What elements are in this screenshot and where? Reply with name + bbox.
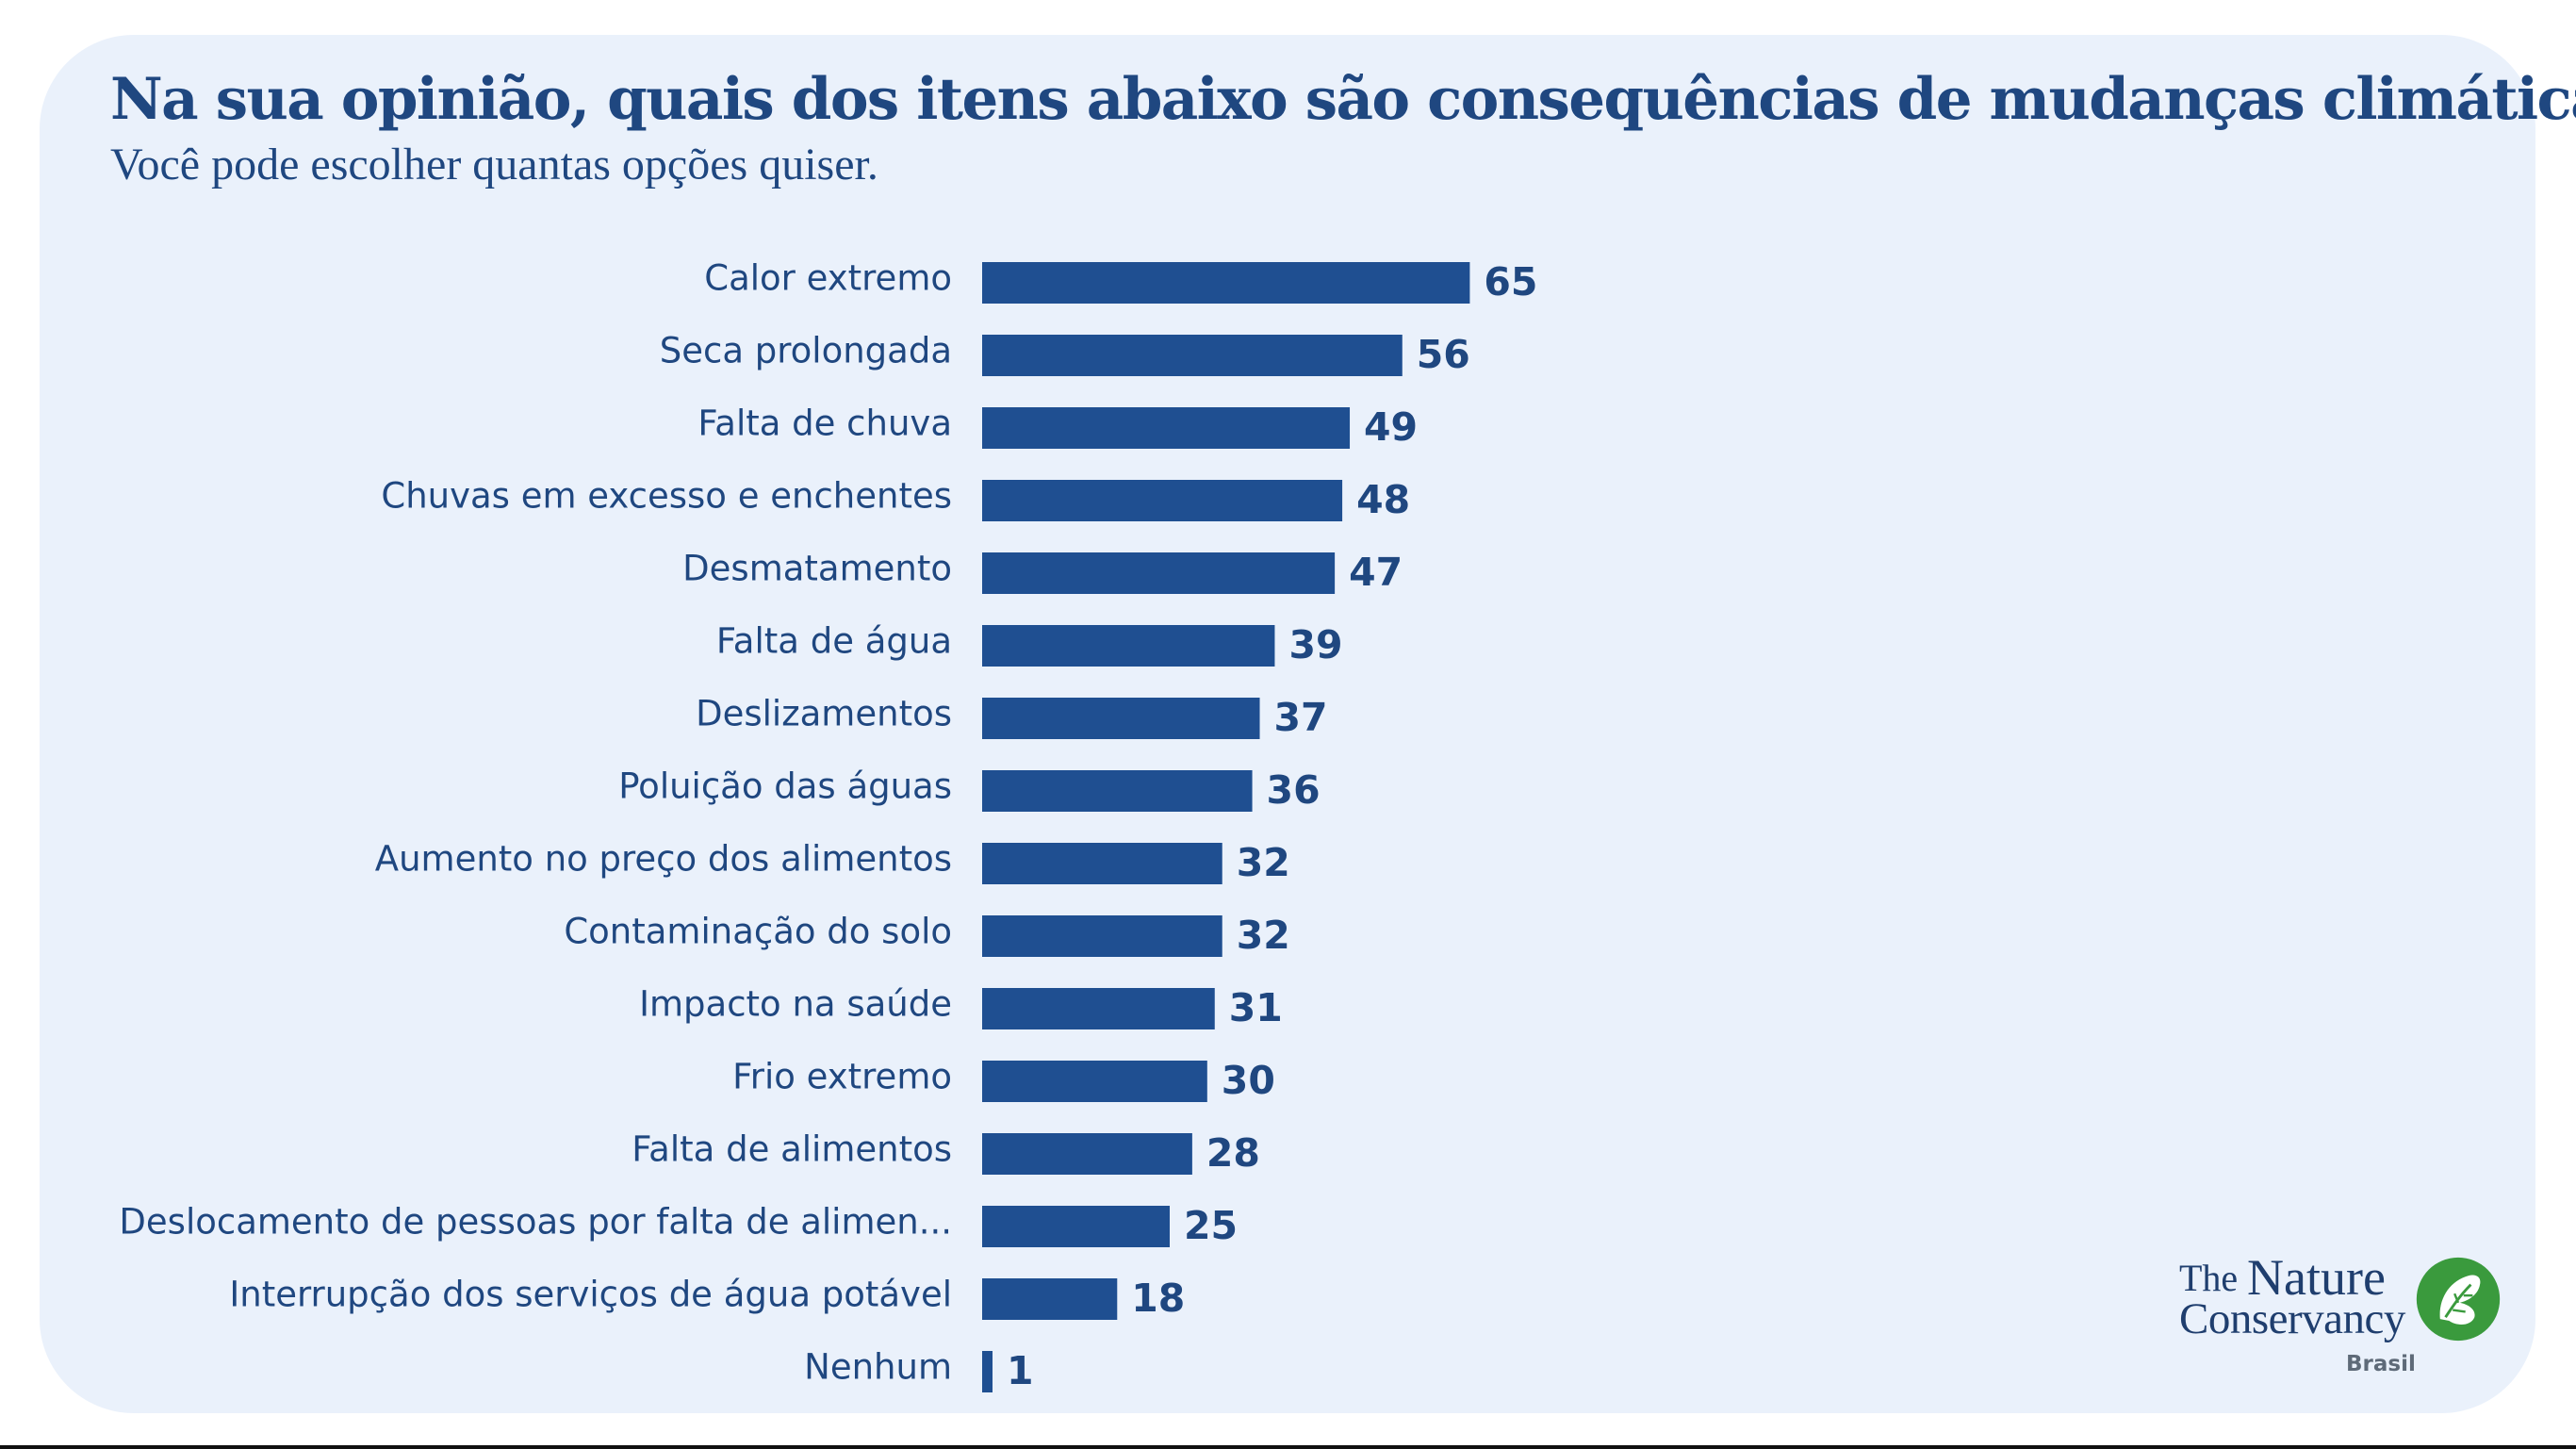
value-label: 39 (1288, 622, 1342, 667)
category-label: Falta de alimentos (632, 1129, 952, 1170)
value-label: 31 (1229, 985, 1283, 1030)
value-label: 65 (1484, 259, 1537, 305)
category-label: Falta de chuva (697, 403, 952, 444)
bar (982, 552, 1336, 594)
value-label: 47 (1349, 550, 1403, 595)
category-label: Interrupção dos serviços de água potável (229, 1275, 952, 1315)
bar (982, 407, 1351, 449)
category-label: Seca prolongada (660, 331, 952, 371)
value-label: 49 (1364, 404, 1418, 450)
value-label: 32 (1237, 913, 1290, 958)
category-label: Aumento no preço dos alimentos (375, 839, 952, 880)
category-label: Deslizamentos (696, 694, 952, 734)
category-label: Poluição das águas (618, 766, 952, 807)
bar (982, 625, 1275, 667)
category-label: Deslocamento de pessoas por falta de ali… (119, 1202, 952, 1243)
chart-title: Na sua opinião, quais dos itens abaixo s… (110, 66, 2576, 133)
category-label: Chuvas em excesso e enchentes (381, 476, 952, 517)
value-label: 25 (1184, 1203, 1238, 1248)
value-label: 48 (1356, 477, 1410, 522)
chart-subtitle: Você pode escolher quantas opções quiser… (110, 140, 878, 189)
value-label: 28 (1206, 1130, 1260, 1176)
bottom-border (0, 1445, 2576, 1449)
bar (982, 770, 1253, 812)
category-label: Calor extremo (704, 258, 952, 299)
category-label: Falta de água (716, 621, 952, 662)
bar (982, 988, 1215, 1029)
bar (982, 1351, 993, 1392)
bar (982, 1278, 1118, 1320)
category-label: Desmatamento (682, 549, 952, 589)
category-label: Nenhum (804, 1347, 952, 1388)
bar (982, 480, 1343, 521)
bar (982, 262, 1470, 304)
logo-conservancy-text: Conservancy (2179, 1294, 2405, 1343)
value-label: 37 (1274, 695, 1328, 740)
value-label: 32 (1237, 840, 1290, 885)
bar (982, 1133, 1192, 1175)
value-label: 56 (1417, 332, 1470, 377)
value-label: 18 (1131, 1276, 1185, 1321)
bar (982, 843, 1222, 884)
bar (982, 1206, 1170, 1247)
logo-country-text: Brasil (2346, 1352, 2416, 1376)
category-label: Impacto na saúde (639, 984, 952, 1025)
bar (982, 698, 1260, 739)
nature-conservancy-logo: The Nature Conservancy Brasil (2179, 1252, 2509, 1384)
bar (982, 915, 1222, 957)
value-label: 30 (1222, 1058, 1275, 1103)
leaf-icon (2416, 1257, 2501, 1342)
value-label: 1 (1007, 1348, 1034, 1393)
logo-nature-text: Nature (2247, 1249, 2386, 1306)
category-label: Contaminação do solo (564, 912, 952, 952)
bar (982, 1061, 1207, 1102)
category-label: Frio extremo (732, 1057, 952, 1097)
value-label: 36 (1267, 767, 1321, 813)
bar (982, 335, 1403, 376)
logo-the-text: The (2179, 1257, 2239, 1299)
